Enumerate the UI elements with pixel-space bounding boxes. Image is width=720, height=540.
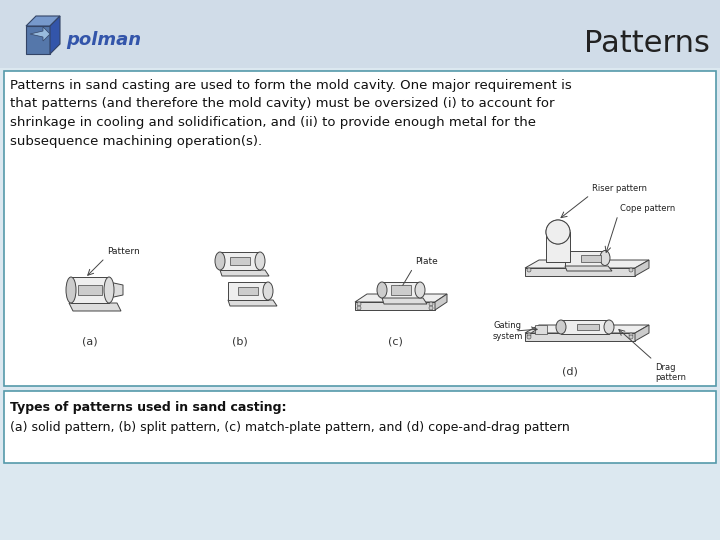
Polygon shape [26, 26, 50, 54]
Text: (b): (b) [232, 337, 248, 347]
Bar [581, 255, 601, 262]
Bar [78, 285, 102, 295]
Polygon shape [525, 260, 649, 268]
Text: Patterns: Patterns [584, 30, 710, 58]
Circle shape [357, 302, 361, 306]
Bar [355, 302, 435, 310]
Polygon shape [30, 27, 50, 41]
Bar [565, 251, 605, 266]
Circle shape [546, 220, 570, 244]
Polygon shape [565, 266, 612, 271]
Polygon shape [355, 294, 447, 302]
Bar [230, 257, 250, 265]
Ellipse shape [66, 277, 76, 303]
Bar [71, 277, 109, 303]
Text: Gating
system: Gating system [493, 321, 523, 341]
Text: (c): (c) [387, 337, 402, 347]
Ellipse shape [604, 320, 614, 334]
Text: (a): (a) [82, 337, 98, 347]
Polygon shape [50, 16, 60, 54]
Text: Drag
pattern: Drag pattern [655, 363, 686, 382]
Text: Riser pattern: Riser pattern [592, 184, 647, 193]
Polygon shape [109, 282, 123, 298]
Bar [525, 268, 635, 276]
Polygon shape [535, 325, 547, 334]
Circle shape [357, 306, 361, 310]
Bar [382, 282, 420, 298]
Polygon shape [635, 260, 649, 276]
Bar [525, 333, 635, 341]
Ellipse shape [415, 282, 425, 298]
Polygon shape [26, 16, 60, 26]
Polygon shape [69, 303, 121, 311]
Ellipse shape [556, 320, 566, 334]
Polygon shape [525, 325, 649, 333]
Ellipse shape [600, 251, 610, 266]
Text: polman: polman [66, 31, 141, 49]
Bar [577, 324, 599, 330]
Text: Patterns in sand casting are used to form the mold cavity. One major requirement: Patterns in sand casting are used to for… [10, 79, 572, 147]
Bar [4, 71, 716, 386]
Circle shape [546, 220, 570, 244]
Text: Types of patterns used in sand casting:: Types of patterns used in sand casting: [10, 401, 287, 414]
Polygon shape [228, 300, 277, 306]
Polygon shape [382, 298, 427, 304]
Bar [561, 320, 609, 334]
Circle shape [629, 335, 633, 339]
Bar [4, 391, 716, 463]
Text: (d): (d) [562, 367, 578, 377]
Bar [546, 232, 570, 262]
Circle shape [629, 333, 633, 337]
Circle shape [429, 302, 433, 306]
Ellipse shape [377, 282, 387, 298]
Text: Pattern: Pattern [107, 247, 140, 256]
Circle shape [629, 268, 633, 272]
Polygon shape [435, 294, 447, 310]
Bar [0, 0, 720, 68]
Polygon shape [220, 270, 269, 276]
Circle shape [527, 335, 531, 339]
Bar [391, 285, 411, 295]
Bar [220, 252, 260, 270]
Ellipse shape [255, 252, 265, 270]
Ellipse shape [104, 277, 114, 303]
Circle shape [429, 306, 433, 310]
Text: Cope pattern: Cope pattern [620, 204, 675, 213]
Bar [238, 287, 258, 295]
Circle shape [527, 333, 531, 337]
Polygon shape [635, 325, 649, 341]
Bar [228, 282, 268, 300]
Text: (a) solid pattern, (b) split pattern, (c) match-plate pattern, and (d) cope-and-: (a) solid pattern, (b) split pattern, (c… [10, 421, 570, 434]
Ellipse shape [263, 282, 273, 300]
Circle shape [527, 268, 531, 272]
Ellipse shape [215, 252, 225, 270]
Text: Plate: Plate [415, 257, 438, 266]
